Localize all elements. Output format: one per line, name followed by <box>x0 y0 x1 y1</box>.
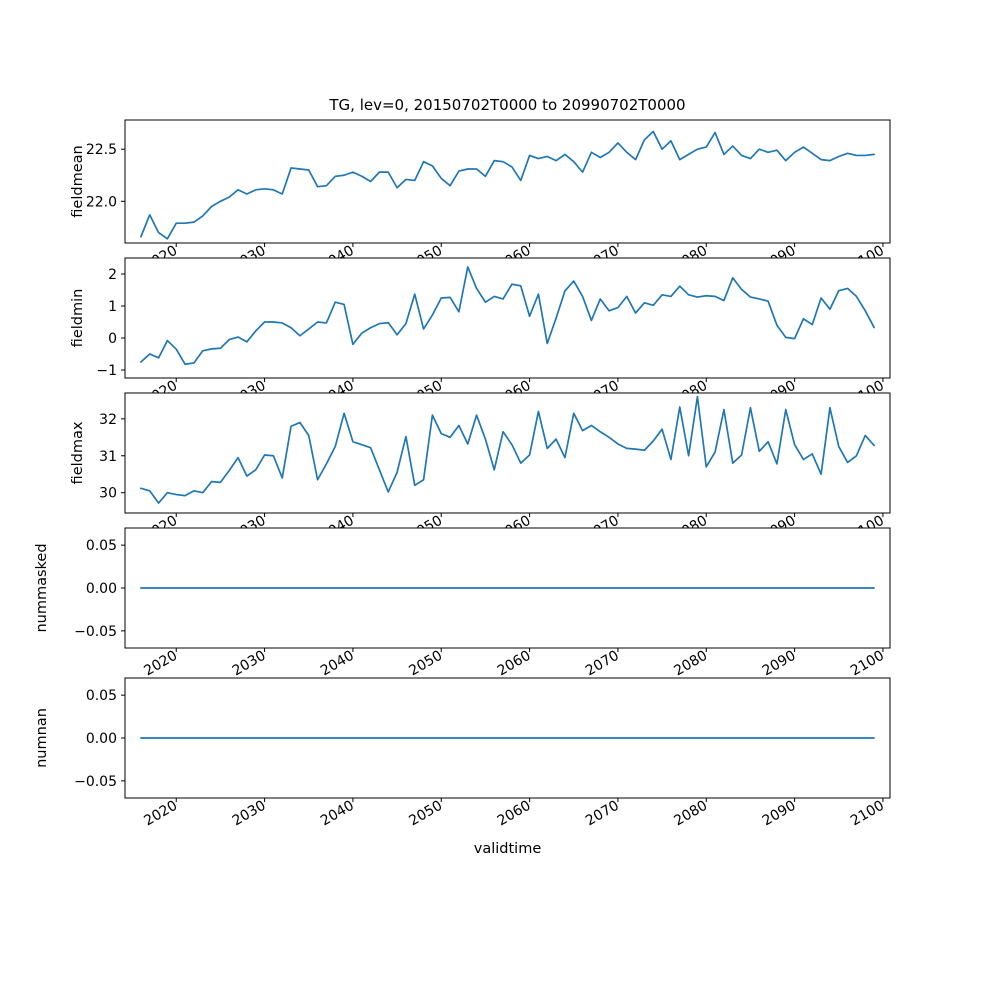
y-tick-label: 2 <box>108 267 117 283</box>
y-tick-label: 32 <box>99 412 117 428</box>
x-tick-label: 2080 <box>671 798 710 830</box>
data-series-fieldmean <box>140 130 875 240</box>
y-tick-label: 22.5 <box>86 142 117 158</box>
x-tick-label: 2100 <box>848 798 887 830</box>
y-tick-label: −0.05 <box>74 774 117 790</box>
y-axis-label: fieldmin <box>70 289 86 348</box>
x-tick-label: 2020 <box>141 648 180 680</box>
axis-frame <box>124 119 891 244</box>
x-tick-label: 2020 <box>141 798 180 830</box>
y-tick-label: 22.0 <box>86 194 117 210</box>
subplot-fieldmean: 22.022.520202030204020502060207020802090… <box>70 119 891 274</box>
y-tick-label: 0.05 <box>86 688 117 704</box>
y-tick-label: 31 <box>99 449 117 465</box>
x-tick-label: 2090 <box>760 648 799 680</box>
x-tick-label: 2070 <box>583 798 622 830</box>
x-tick-label: 2090 <box>760 798 799 830</box>
y-tick-label: −1 <box>96 363 117 379</box>
x-tick-label: 2050 <box>406 648 445 680</box>
data-series-fieldmax <box>140 395 875 504</box>
plot-area <box>125 393 890 513</box>
x-tick-label: 2040 <box>318 798 357 830</box>
y-tick-label: 0.00 <box>86 581 117 597</box>
x-tick-label: 2100 <box>848 648 887 680</box>
plot-area <box>125 258 890 378</box>
x-tick-label: 2060 <box>495 798 534 830</box>
y-tick-label: 0.00 <box>86 731 117 747</box>
x-tick-label: 2070 <box>583 648 622 680</box>
y-tick-label: −0.05 <box>74 624 117 640</box>
figure-title: TG, lev=0, 20150702T0000 to 20990702T000… <box>328 96 685 114</box>
axis-frame <box>124 257 891 379</box>
subplot-fieldmin: −101220202030204020502060207020802090210… <box>70 257 891 409</box>
x-tick-label: 2050 <box>406 798 445 830</box>
x-axis-label: validtime <box>474 841 542 857</box>
y-tick-label: 0 <box>108 331 117 347</box>
y-tick-label: 30 <box>99 486 117 502</box>
x-tick-label: 2060 <box>495 648 534 680</box>
x-tick-label: 2040 <box>318 648 357 680</box>
y-tick-label: 0.05 <box>86 538 117 554</box>
y-axis-label: numnan <box>34 708 50 768</box>
subplot-fieldmax: 3031322020203020402050206020702080209021… <box>70 392 891 544</box>
subplot-numnan: −0.05 0.00 0.05 2020 2030 2040 2050 2060 2070 208… <box>34 677 891 830</box>
y-axis-label: fieldmean <box>70 145 86 217</box>
plot-area <box>125 120 890 243</box>
y-axis-label: fieldmax <box>70 421 86 484</box>
x-tick-label: 2080 <box>671 648 710 680</box>
data-series-fieldmin <box>140 266 875 366</box>
subplot-nummasked: −0.05 0.00 0.05 2020 2030 2040 2050 2060 2070 208… <box>34 527 891 680</box>
y-axis-label: nummasked <box>34 543 50 632</box>
y-tick-label: 1 <box>108 299 117 315</box>
x-tick-label: 2030 <box>230 798 269 830</box>
x-tick-label: 2030 <box>230 648 269 680</box>
axis-frame <box>124 392 891 514</box>
